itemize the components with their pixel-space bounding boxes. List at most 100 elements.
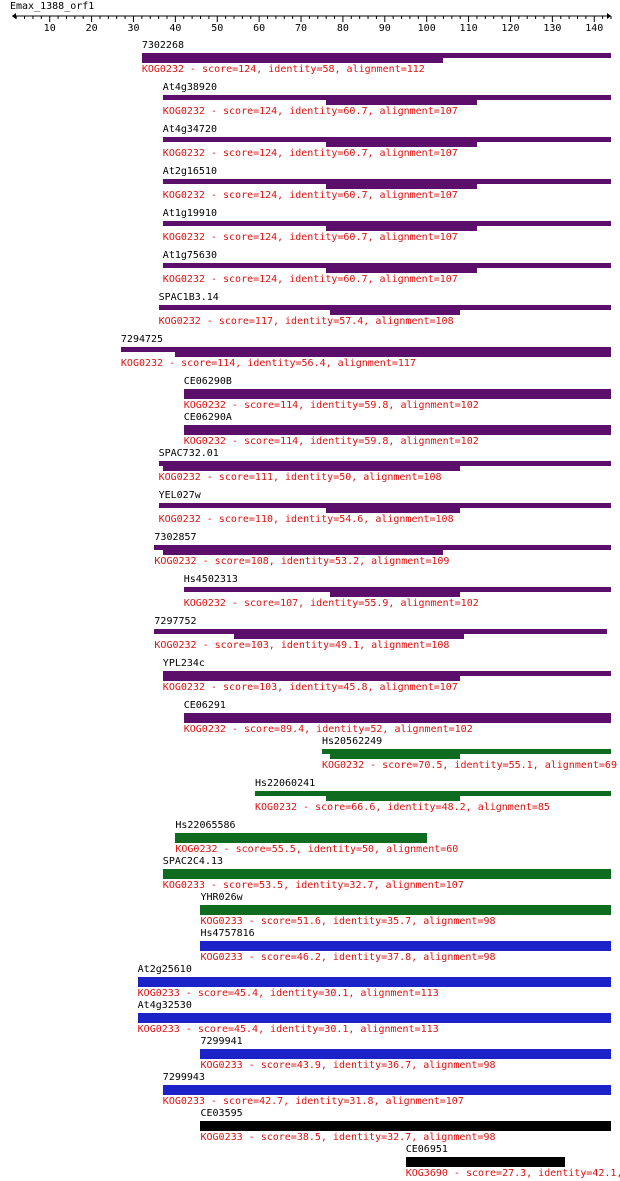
hit-name[interactable]: At4g38920 [162,82,217,93]
hit-name[interactable]: YPL234c [162,658,205,669]
hit-name[interactable]: 7297752 [154,616,197,627]
hit-description: KOG0232 - score=124, identity=60.7, alig… [162,190,458,201]
ruler-tick-label: 30 [127,23,139,34]
hit-name[interactable]: CE03595 [200,1108,243,1119]
hit-name[interactable]: SPAC2C4.13 [162,856,224,867]
hit-bar[interactable] [162,179,611,184]
hit-bar[interactable] [154,545,611,550]
hit-name[interactable]: Hs22065586 [175,820,236,831]
hit-bar[interactable] [120,347,611,352]
ruler-tick-label: 100 [418,23,436,34]
hit-name[interactable]: CE06951 [405,1144,448,1155]
hit-name[interactable]: Hs4757816 [200,928,255,939]
hit-aligned-bar [141,58,444,63]
hit-name[interactable]: SPAC1B3.14 [158,292,219,303]
hit-name[interactable]: 7302857 [154,532,197,543]
position-ruler: Emax_1388_orf1 10 20 30 40 50 60 70 80 90 100 110 1… [10,1,612,34]
hit-aligned-bar [200,946,611,951]
ruler-tick-label: 60 [253,23,265,34]
hit-bar[interactable] [137,1013,611,1018]
hit-bar[interactable] [200,1049,611,1054]
ruler-tick-label: 40 [169,23,181,34]
hit-bar[interactable] [162,869,611,874]
hit-description: KOG0232 - score=124, identity=60.7, alig… [162,232,458,243]
hit-aligned-bar [200,910,611,915]
hit-name[interactable]: At4g32530 [137,1000,192,1011]
hit-description: KOG0233 - score=45.4, identity=30.1, ali… [137,1024,439,1035]
hit-name[interactable]: At1g19910 [162,208,217,219]
hit-description: KOG0232 - score=124, identity=58, alignm… [141,64,425,75]
hit-description: KOG0232 - score=124, identity=60.7, alig… [162,106,458,117]
hit-bar[interactable] [158,461,611,466]
ruler-tick-label: 110 [460,23,478,34]
hit-bar[interactable] [254,791,611,796]
hit-aligned-bar [162,550,444,555]
hit-aligned-bar [326,226,477,231]
hit-bar[interactable] [137,977,611,982]
hit-bar[interactable] [162,263,611,268]
hit-bar[interactable] [175,833,427,838]
hit-bar[interactable] [405,1157,565,1162]
hit-bar[interactable] [158,503,611,508]
hit-bar[interactable] [200,941,611,946]
hit-aligned-bar [405,1162,565,1167]
hit-bar[interactable] [141,53,611,58]
hit-name[interactable]: At2g25610 [137,964,192,975]
hit-description: KOG0232 - score=111, identity=50, alignm… [158,472,442,483]
hit-description: KOG0232 - score=108, identity=53.2, alig… [154,556,450,567]
hit-name[interactable]: At1g75630 [162,250,217,261]
hit-name[interactable]: 7299943 [162,1072,205,1083]
hit-name[interactable]: Hs20562249 [321,736,383,747]
hit-name[interactable]: Hs22060241 [254,778,316,789]
hit-name[interactable]: YEL027w [158,490,201,501]
hit-description: KOG0232 - score=110, identity=54.6, alig… [158,514,454,525]
hit-aligned-bar [326,508,461,513]
hit-name[interactable]: 7294725 [120,334,164,345]
hit-bar[interactable] [200,905,611,910]
hit-bar[interactable] [162,671,611,676]
hit-description: KOG0232 - score=114, identity=56.4, alig… [120,358,416,369]
hit-aligned-bar [162,1090,611,1095]
hit-bar[interactable] [162,95,611,100]
hit-name[interactable]: At4g34720 [162,124,217,135]
hit-bar[interactable] [200,1121,611,1126]
hit-name[interactable]: CE06290B [183,376,232,387]
hit-bar[interactable] [183,713,611,718]
hit-name[interactable]: Hs4502313 [183,574,238,585]
hit-aligned-bar [137,982,611,987]
hit-aligned-bar [175,352,611,357]
hit-name[interactable]: 7299941 [200,1036,243,1047]
hit-aligned-bar [162,466,461,471]
hit-bar[interactable] [162,137,611,142]
ruler-tick-label: 70 [295,23,307,34]
hit-aligned-bar [330,754,461,759]
hit-aligned-bar [200,1054,611,1059]
hit-bar[interactable] [183,389,611,394]
hit-bar[interactable] [154,629,607,634]
hit-bar[interactable] [183,587,611,592]
hit-name[interactable]: At2g16510 [162,166,217,177]
hit-aligned-bar [330,310,461,315]
hit-aligned-bar [326,100,477,105]
hit-bar[interactable] [162,1085,611,1090]
hit-aligned-bar [137,1018,611,1023]
hit-description: KOG0233 - score=43.9, identity=36.7, ali… [200,1060,496,1071]
hit-name[interactable]: CE06290A [183,412,232,423]
hit-description: KOG0232 - score=70.5, identity=55.1, ali… [321,760,617,771]
hit-bar[interactable] [321,749,611,754]
hit-name[interactable]: SPAC732.01 [158,448,219,459]
hit-name[interactable]: YHR026w [200,892,243,903]
hit-name[interactable]: 7302268 [141,40,184,51]
hit-description: KOG0232 - score=103, identity=45.8, alig… [162,682,458,693]
hit-description: KOG0233 - score=51.6, identity=35.7, ali… [200,916,496,927]
hit-bar[interactable] [183,425,611,430]
hit-aligned-bar [183,718,611,723]
hit-name[interactable]: CE06291 [183,700,226,711]
hit-bar[interactable] [162,221,611,226]
hit-description: KOG0233 - score=53.5, identity=32.7, ali… [162,880,464,891]
hit-description: KOG0233 - score=45.4, identity=30.1, ali… [137,988,439,999]
ruler-tick-label: 90 [379,23,391,34]
hit-aligned-bar [175,838,427,843]
hit-bar[interactable] [158,305,611,310]
